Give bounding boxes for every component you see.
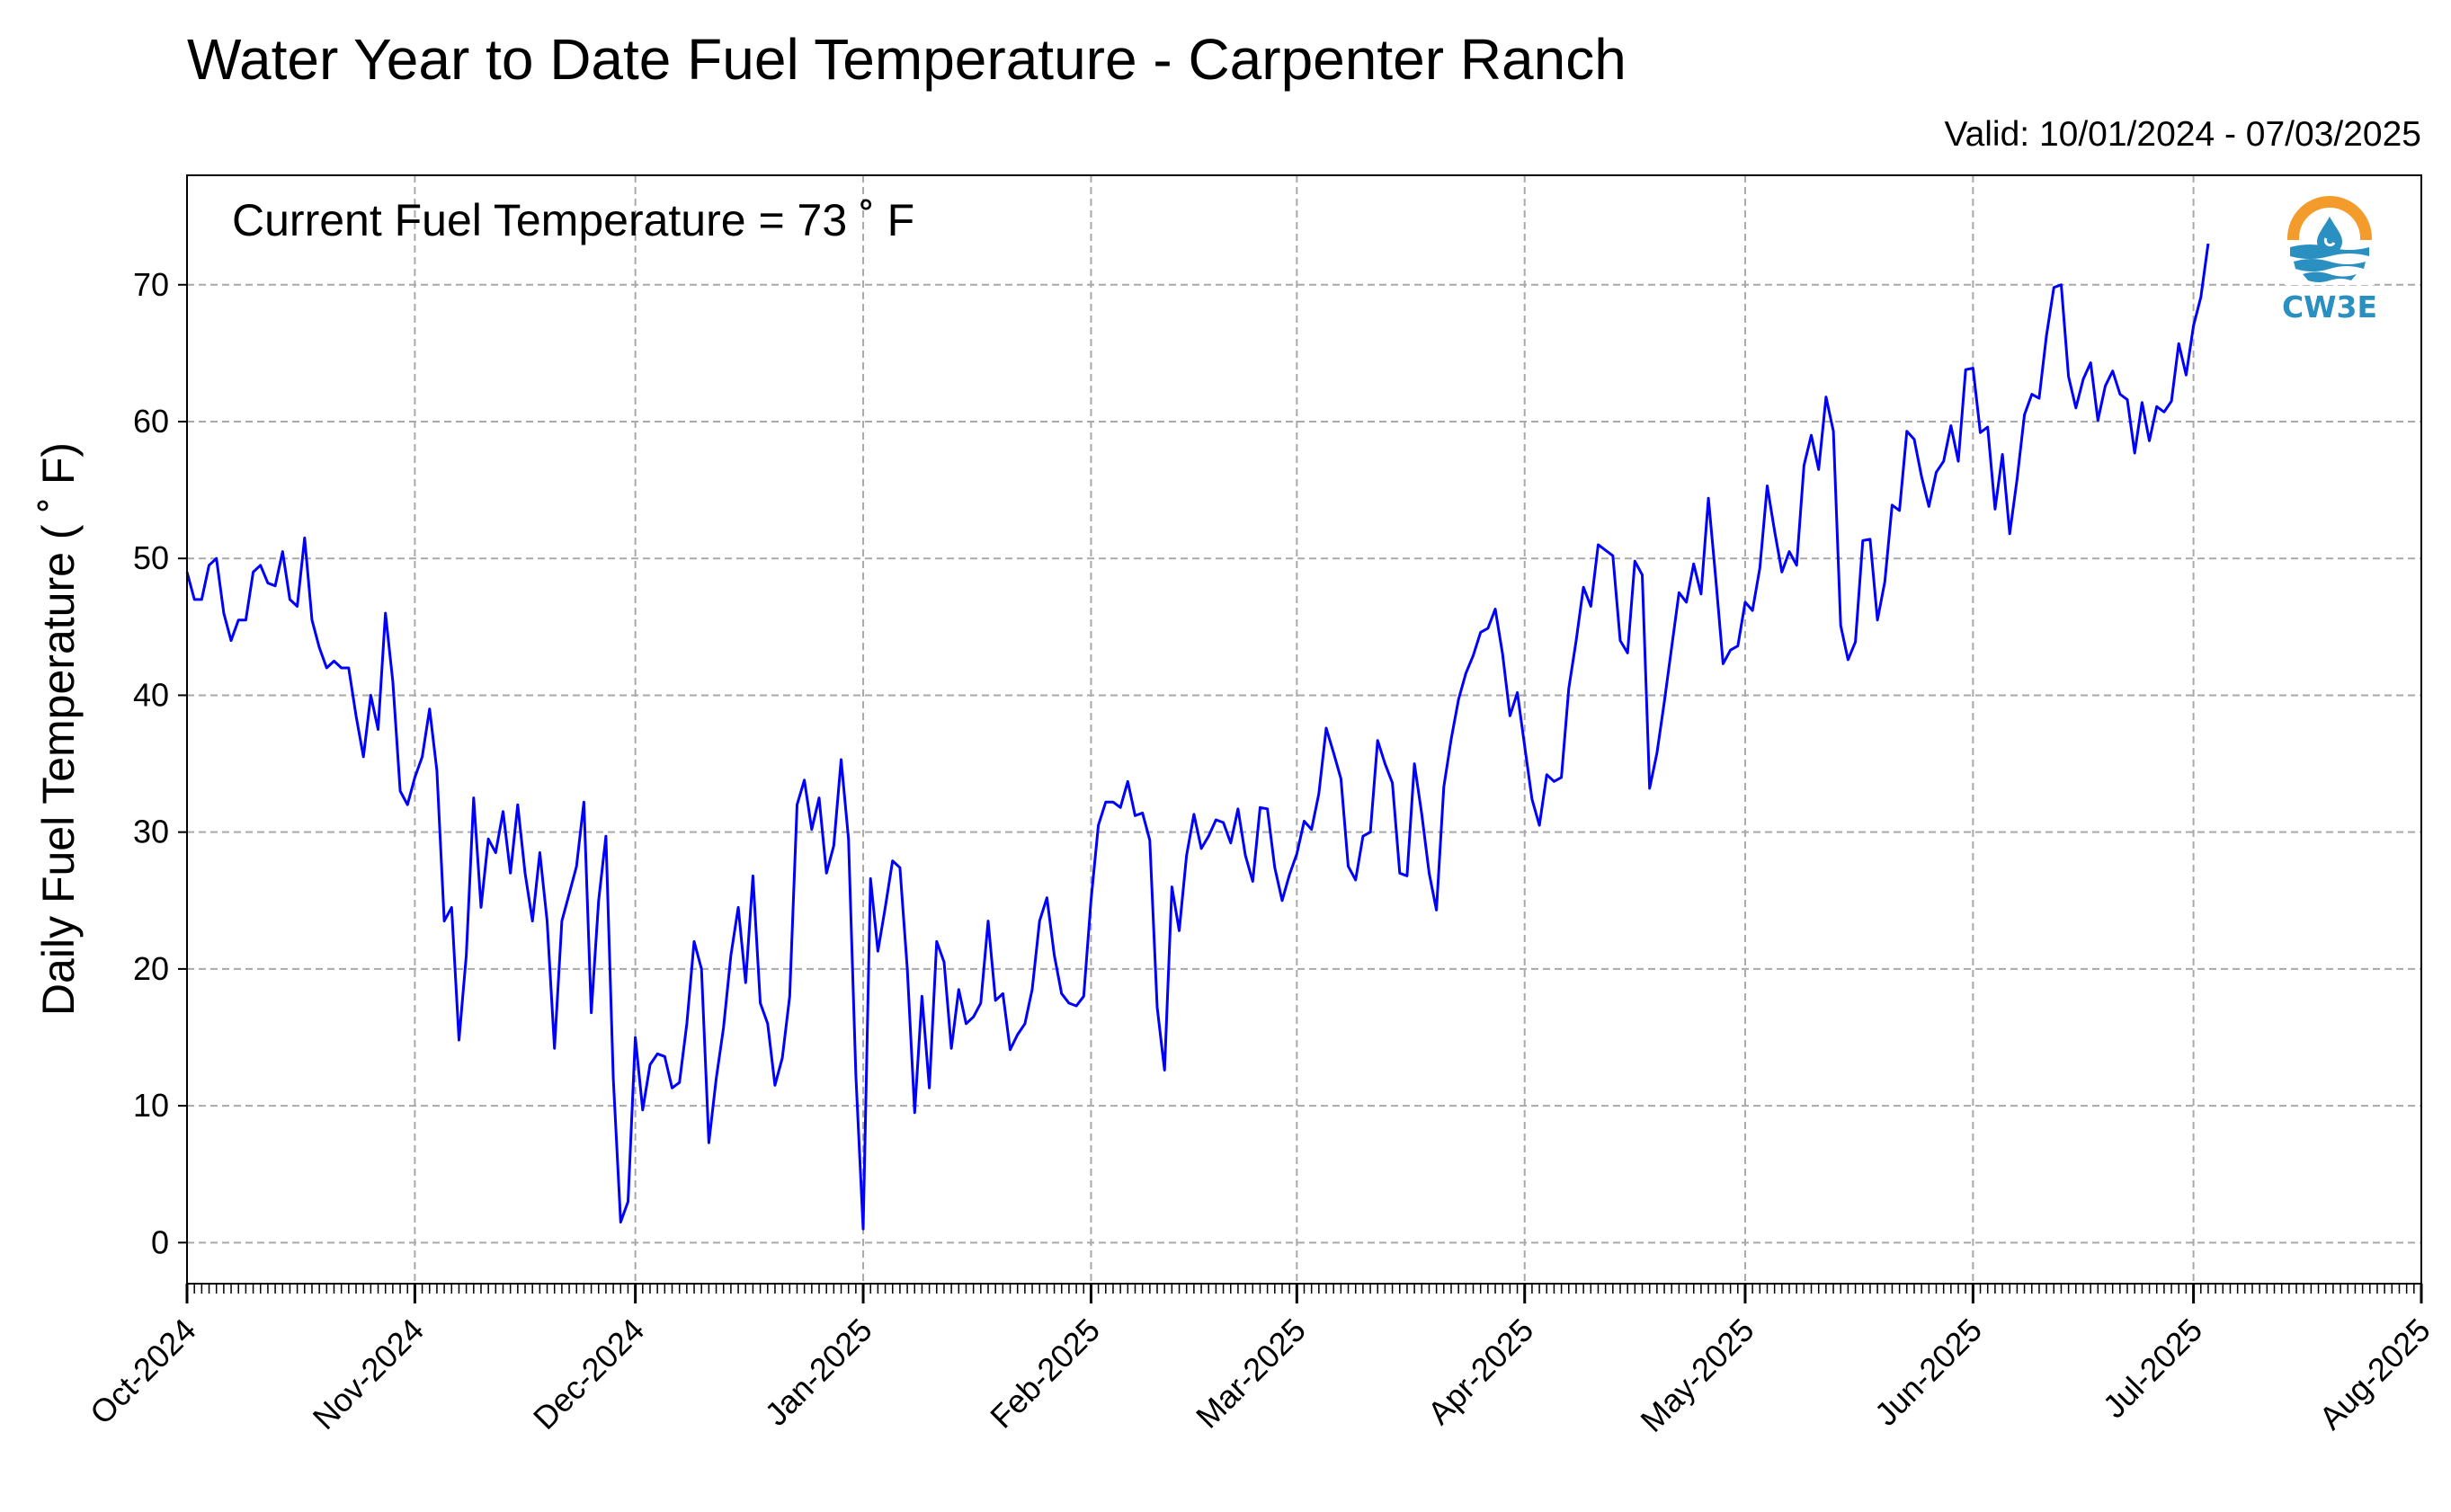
y-tick-label: 50 xyxy=(133,539,169,576)
valid-date-range: Valid: 10/01/2024 - 07/03/2025 xyxy=(1944,115,2421,154)
logo-text: CW3E xyxy=(2282,289,2377,325)
current-temperature-annotation: Current Fuel Temperature = 73 ˚ F xyxy=(232,195,914,245)
y-tick-label: 0 xyxy=(151,1223,169,1260)
fuel-temperature-line xyxy=(185,243,2210,1231)
x-tick-label: Aug-2025 xyxy=(2312,1312,2437,1436)
cw3e-logo: CW3E xyxy=(2282,196,2377,325)
grid-lines xyxy=(187,175,2421,1284)
y-tick-label: 20 xyxy=(133,950,169,987)
x-tick-label: Dec-2024 xyxy=(526,1312,651,1436)
plot-frame xyxy=(186,174,2422,1285)
data-layer xyxy=(185,243,2210,1231)
x-tick-label: May-2025 xyxy=(1633,1312,1760,1439)
x-tick-label: Jul-2025 xyxy=(2096,1312,2210,1426)
x-axis: Oct-2024 Nov-2024 Dec-2024 Jan-2025 Feb-2025… xyxy=(83,1284,2438,1439)
x-tick-label: Feb-2025 xyxy=(983,1312,1107,1436)
water-drop-sun-icon xyxy=(2285,196,2375,285)
y-tick-label: 60 xyxy=(133,403,169,440)
y-axis: 0 10 20 30 40 50 60 70 xyxy=(133,266,187,1260)
y-tick-label: 30 xyxy=(133,814,169,850)
y-tick-label: 70 xyxy=(133,266,169,303)
x-tick-label: Mar-2025 xyxy=(1189,1312,1313,1436)
chart-title: Water Year to Date Fuel Temperature - Ca… xyxy=(187,27,1627,92)
x-tick-label: Nov-2024 xyxy=(306,1312,431,1436)
x-tick-label: Apr-2025 xyxy=(1421,1312,1541,1432)
x-tick-label: Jan-2025 xyxy=(758,1312,879,1433)
y-tick-label: 40 xyxy=(133,676,169,713)
x-tick-label: Jun-2025 xyxy=(1867,1312,1989,1433)
y-axis-label: Daily Fuel Temperature ( ˚ F) xyxy=(33,442,84,1016)
minor-ticks xyxy=(186,1284,2422,1294)
x-tick-label: Oct-2024 xyxy=(83,1312,203,1432)
y-tick-label: 10 xyxy=(133,1087,169,1124)
